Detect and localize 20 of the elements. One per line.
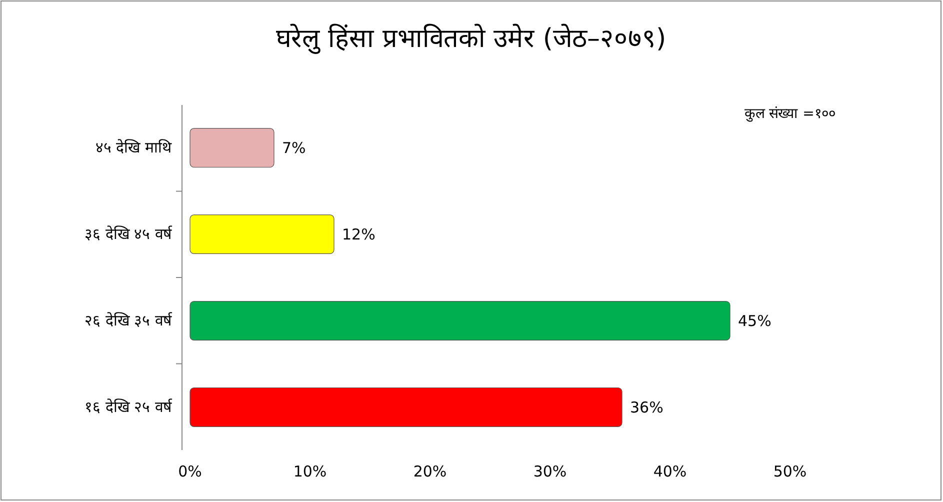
bar (190, 214, 334, 254)
data-label: 36% (630, 398, 664, 416)
bar (190, 300, 730, 340)
x-tick-label: 50% (773, 462, 807, 481)
y-tick-label: ४५ देखि माथि (95, 138, 172, 157)
bar (190, 387, 622, 427)
x-tick-label: 0% (178, 462, 202, 481)
x-tick-label: 10% (293, 462, 327, 481)
bar (190, 128, 274, 168)
x-tick-label: 20% (413, 462, 447, 481)
data-label: 12% (342, 226, 376, 244)
y-tick-label: २६ देखि ३५ वर्ष (84, 312, 173, 330)
annotation: कुल संख्या =१०० (744, 106, 836, 122)
data-label: 45% (738, 312, 772, 330)
y-tick-label: ३६ देखि ४५ वर्ष (84, 225, 173, 244)
data-label: 7% (282, 139, 306, 158)
y-tick-label: १६ देखि २५ वर्ष (84, 398, 173, 416)
x-tick-label: 40% (653, 462, 687, 481)
x-tick-label: 30% (533, 462, 567, 481)
chart-title: घरेलु हिंसा प्रभावितको उमेर (जेठ–२०७९) (276, 23, 666, 54)
